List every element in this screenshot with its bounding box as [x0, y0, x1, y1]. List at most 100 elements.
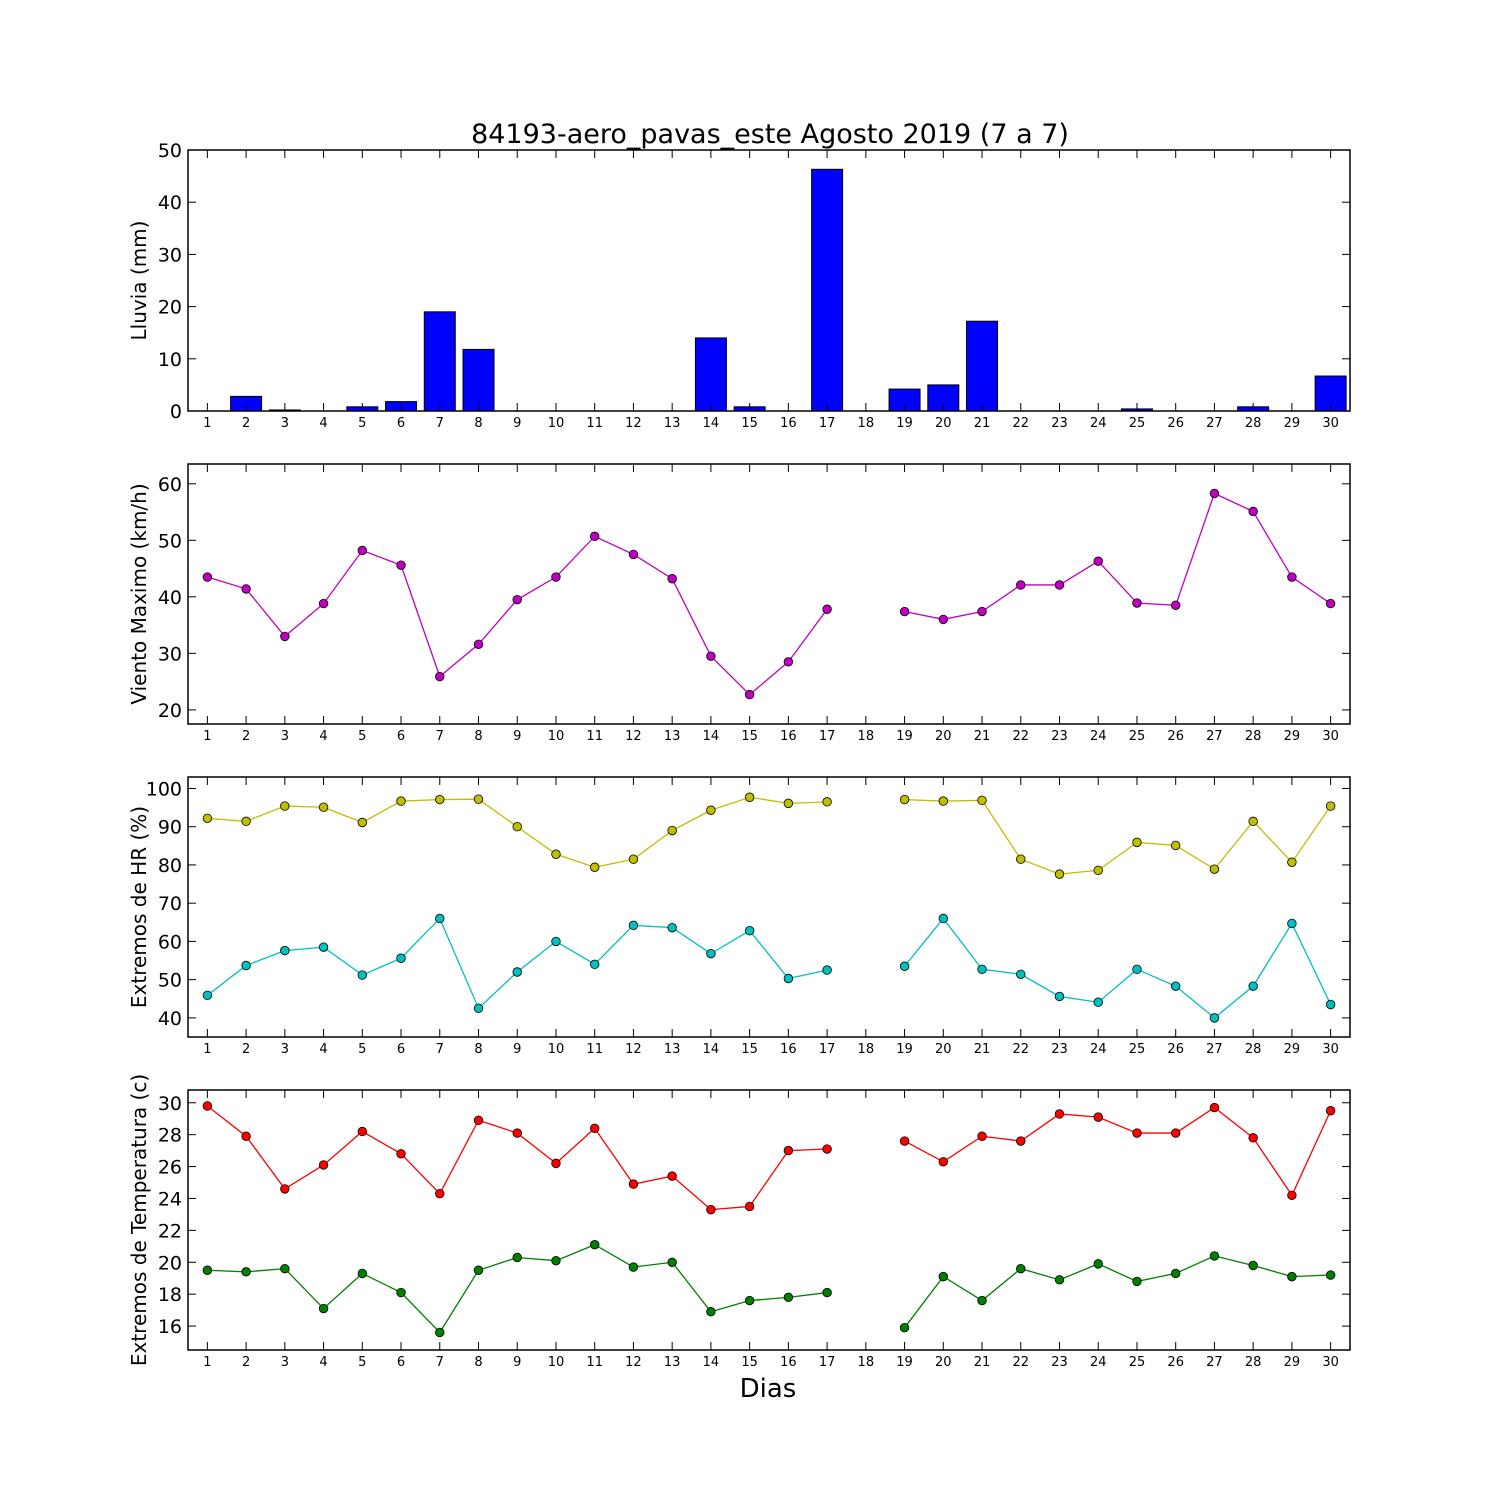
temperature-series-1-point-day-11	[590, 1240, 600, 1250]
temperature-series-1-point-day-13	[667, 1257, 677, 1267]
y-tick-label: 10	[158, 349, 182, 371]
humidity-series-0-point-day-25	[1132, 837, 1142, 848]
x-tick-label: 7	[436, 1355, 444, 1370]
wind-series-0-point-day-14	[706, 651, 716, 661]
x-tick-label: 13	[664, 416, 681, 431]
x-tick-label: 13	[664, 1042, 681, 1057]
temperature-series-0-line-0	[206, 1105, 828, 1211]
humidity-series-1-point-day-21	[977, 964, 987, 975]
x-tick-label: 1	[203, 1042, 211, 1057]
x-tick-label: 18	[858, 416, 875, 431]
wind-series-0-point-day-5	[357, 545, 368, 556]
y-tick-label: 20	[158, 1252, 182, 1274]
figure-title: 84193-aero_pavas_este Agosto 2019 (7 a 7…	[471, 119, 1069, 150]
x-tick-label: 8	[474, 1042, 482, 1057]
y-tick-label: 18	[158, 1284, 182, 1306]
x-tick-label: 30	[1322, 1355, 1339, 1370]
x-tick-label: 15	[741, 1355, 758, 1370]
temperature-series-0-point-day-21	[977, 1131, 987, 1141]
x-tick-label: 5	[358, 729, 366, 744]
x-tick-label: 28	[1245, 1042, 1262, 1057]
temperature-series-0-point-day-7	[435, 1188, 445, 1199]
humidity-series-0-point-day-6	[396, 796, 406, 806]
y-tick-label: 50	[158, 970, 182, 992]
x-tick-label: 22	[1012, 1042, 1029, 1057]
x-tick-label: 9	[513, 416, 521, 431]
bar-day-21	[966, 320, 999, 412]
x-tick-label: 6	[397, 416, 405, 431]
temperature-series-1-point-day-21	[977, 1295, 987, 1306]
wind-series-0-point-day-21	[977, 606, 987, 617]
temperature-series-1-point-day-15	[744, 1295, 755, 1306]
x-tick-label: 18	[858, 1042, 875, 1057]
temperature-series-1-point-day-24	[1093, 1259, 1103, 1269]
x-tick-label: 24	[1090, 416, 1107, 431]
y-tick-label: 30	[158, 1093, 182, 1115]
humidity-series-1-point-day-14	[706, 948, 716, 959]
x-tick-label: 25	[1129, 1042, 1146, 1057]
temperature-series-1-point-day-25	[1132, 1276, 1142, 1287]
humidity-series-0-point-day-27	[1209, 864, 1220, 874]
x-tick-label: 27	[1206, 1042, 1223, 1057]
x-tick-label: 29	[1284, 416, 1301, 431]
humidity-series-1-point-day-11	[590, 959, 600, 970]
x-tick-label: 29	[1284, 729, 1301, 744]
x-tick-label: 2	[242, 416, 250, 431]
wind-series-0-point-day-10	[551, 572, 561, 582]
x-tick-label: 3	[281, 416, 289, 431]
x-tick-label: 28	[1245, 416, 1262, 431]
temperature-series-1-point-day-7	[435, 1327, 445, 1338]
humidity-series-0-point-day-28	[1248, 816, 1258, 827]
x-tick-label: 1	[203, 729, 211, 744]
plot-frame-humidity	[187, 776, 1351, 1038]
humidity-series-1-point-day-28	[1248, 981, 1258, 991]
humidity-series-0-point-day-2	[241, 816, 251, 827]
wind-series-0-point-day-15	[744, 689, 755, 700]
humidity-series-1-point-day-13	[667, 922, 677, 933]
x-tick-label: 30	[1322, 729, 1339, 744]
temperature-series-0-point-day-3	[280, 1184, 290, 1194]
temperature-series-1-point-day-19	[899, 1322, 910, 1333]
humidity-series-0-point-day-5	[357, 817, 368, 828]
x-tick-label: 6	[397, 1042, 405, 1057]
wind-series-0-point-day-1	[202, 572, 213, 582]
x-tick-label: 8	[474, 729, 482, 744]
temperature-series-1-point-day-9	[512, 1252, 522, 1263]
humidity-series-1-point-day-2	[241, 960, 251, 971]
y-tick-label: 80	[158, 855, 182, 877]
y-tick-label: 40	[158, 1008, 182, 1030]
x-tick-label: 10	[548, 729, 565, 744]
x-tick-label: 14	[703, 1042, 720, 1057]
humidity-series-1-point-day-6	[396, 953, 406, 963]
x-tick-label: 25	[1129, 729, 1146, 744]
x-tick-label: 4	[319, 1042, 327, 1057]
x-tick-label: 16	[780, 1355, 797, 1370]
x-tick-label: 11	[586, 416, 603, 431]
humidity-series-0-point-day-14	[706, 805, 716, 815]
x-tick-label: 5	[358, 1355, 366, 1370]
plot-frame-wind	[187, 463, 1351, 725]
wind-series-0-point-day-19	[899, 606, 910, 617]
wind-series-0-point-day-30	[1325, 598, 1336, 609]
humidity-series-1-point-day-4	[318, 942, 329, 952]
temperature-series-0-line-1	[904, 1106, 1332, 1197]
x-tick-label: 17	[819, 729, 836, 744]
temperature-series-0-point-day-27	[1209, 1102, 1220, 1113]
x-tick-label: 8	[474, 416, 482, 431]
temperature-series-1-point-day-22	[1016, 1263, 1026, 1274]
wind-series-0-point-day-12	[628, 549, 639, 560]
humidity-series-0-point-day-15	[744, 792, 755, 802]
temperature-series-0-point-day-13	[667, 1171, 677, 1181]
x-tick-label: 2	[242, 1355, 250, 1370]
x-tick-label: 14	[703, 729, 720, 744]
y-axis-label-humidity: Extremos de HR (%)	[127, 806, 151, 1008]
humidity-series-1-point-day-15	[744, 926, 755, 936]
humidity-series-1-point-day-30	[1325, 999, 1336, 1010]
x-tick-label: 22	[1012, 729, 1029, 744]
temperature-series-0-point-day-16	[783, 1145, 794, 1156]
x-tick-label: 9	[513, 1042, 521, 1057]
x-tick-label: 15	[741, 416, 758, 431]
x-tick-label: 2	[242, 1042, 250, 1057]
x-tick-label: 2	[242, 729, 250, 744]
temperature-series-0-point-day-24	[1093, 1112, 1103, 1122]
